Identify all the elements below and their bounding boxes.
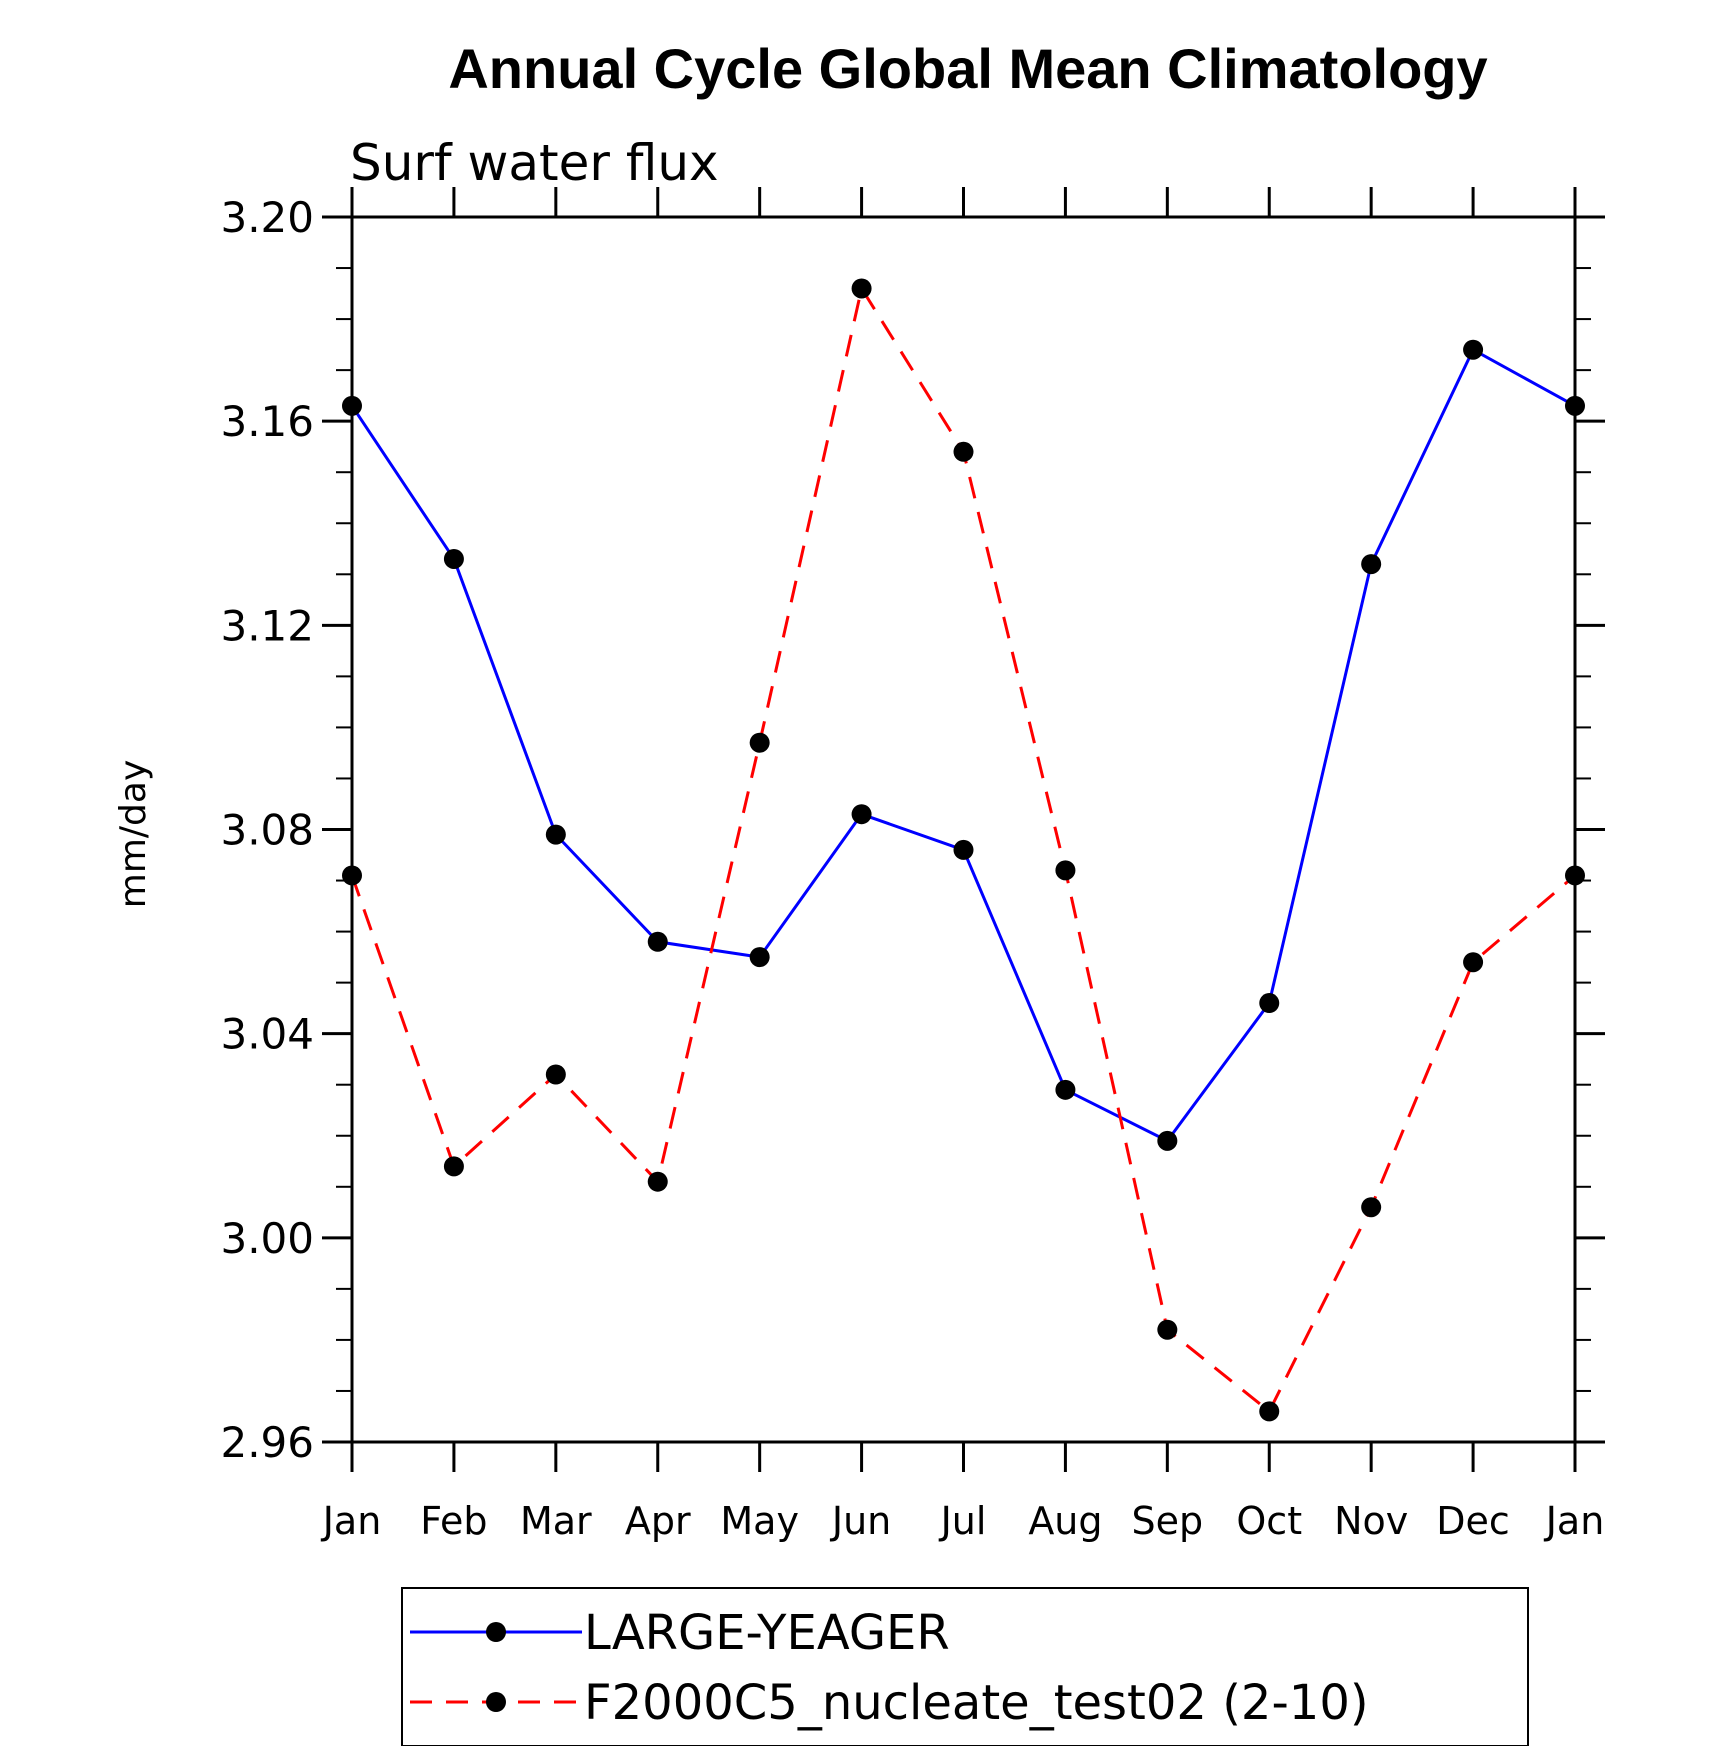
chart-title: Annual Cycle Global Mean Climatology [448,37,1487,100]
plot-frame [350,215,1577,1444]
data-point [1259,1401,1280,1422]
legend-box [401,1587,1529,1746]
legend-label: F2000C5_nucleate_test02 (2-10) [584,1675,1369,1731]
chart-subtitle: Surf water flux [350,134,719,192]
data-point [443,548,464,569]
data-point [1157,1130,1178,1151]
series-layer [342,278,1585,1422]
data-point [953,839,974,860]
data-point [851,278,872,299]
data-point [1565,395,1585,416]
plot-border [350,215,1577,1444]
data-point [443,1156,464,1177]
legend: LARGE-YEAGER F2000C5_nucleate_test02 (2-1… [401,1587,1529,1746]
legend-marker [486,1692,506,1712]
y-axis: 2.96 3.00 3.04 3.08 3.12 3.16 3.20 [220,193,1605,1467]
y-tick-label: 3.00 [220,1214,314,1263]
data-point [1565,865,1585,886]
data-point [749,732,770,753]
data-point [342,865,362,886]
legend-items: LARGE-YEAGER F2000C5_nucleate_test02 (2-1… [410,1605,1369,1731]
y-tick-label: 3.12 [220,601,314,650]
y-tick-label: 2.96 [220,1418,314,1467]
data-point [953,441,974,462]
data-point [1361,554,1382,575]
data-point [1055,860,1076,881]
data-point [545,824,566,845]
x-tick-label: Sep [1132,1499,1204,1543]
legend-marker [486,1622,506,1642]
data-point [1259,993,1280,1014]
data-point [342,395,362,416]
y-axis-label: mm/day [113,760,154,908]
data-point [1157,1319,1178,1340]
x-tick-label: Aug [1028,1499,1102,1543]
y-tick-label: 3.16 [220,397,314,446]
data-point [1361,1197,1382,1218]
series-line [350,347,1576,1143]
x-tick-label: Nov [1334,1499,1408,1543]
data-point [647,931,668,952]
x-tick-label: Dec [1436,1499,1510,1543]
legend-label: LARGE-YEAGER [584,1605,950,1661]
x-tick-label: Jan [321,1499,382,1543]
x-tick-label: Feb [420,1499,487,1543]
y-tick-label: 3.08 [220,806,314,855]
x-tick-label: Mar [520,1499,592,1543]
y-tick-label: 3.20 [220,193,314,242]
data-point [749,947,770,968]
x-tick-label: Jul [939,1499,987,1543]
x-tick-label: May [720,1499,799,1543]
x-tick-label: Apr [625,1499,691,1543]
x-tick-label: Oct [1236,1499,1302,1543]
data-point [647,1171,668,1192]
x-axis: Jan Feb Mar Apr May Jun Jul Aug Sep Oct Nov Dec Jan [321,187,1605,1543]
data-point [1463,339,1484,360]
data-point [851,804,872,825]
data-point [1055,1079,1076,1100]
y-tick-label: 3.04 [220,1010,314,1059]
x-tick-label: Jan [1544,1499,1605,1543]
data-point [1463,952,1484,973]
data-point [545,1064,566,1085]
x-tick-label: Jun [830,1499,891,1543]
